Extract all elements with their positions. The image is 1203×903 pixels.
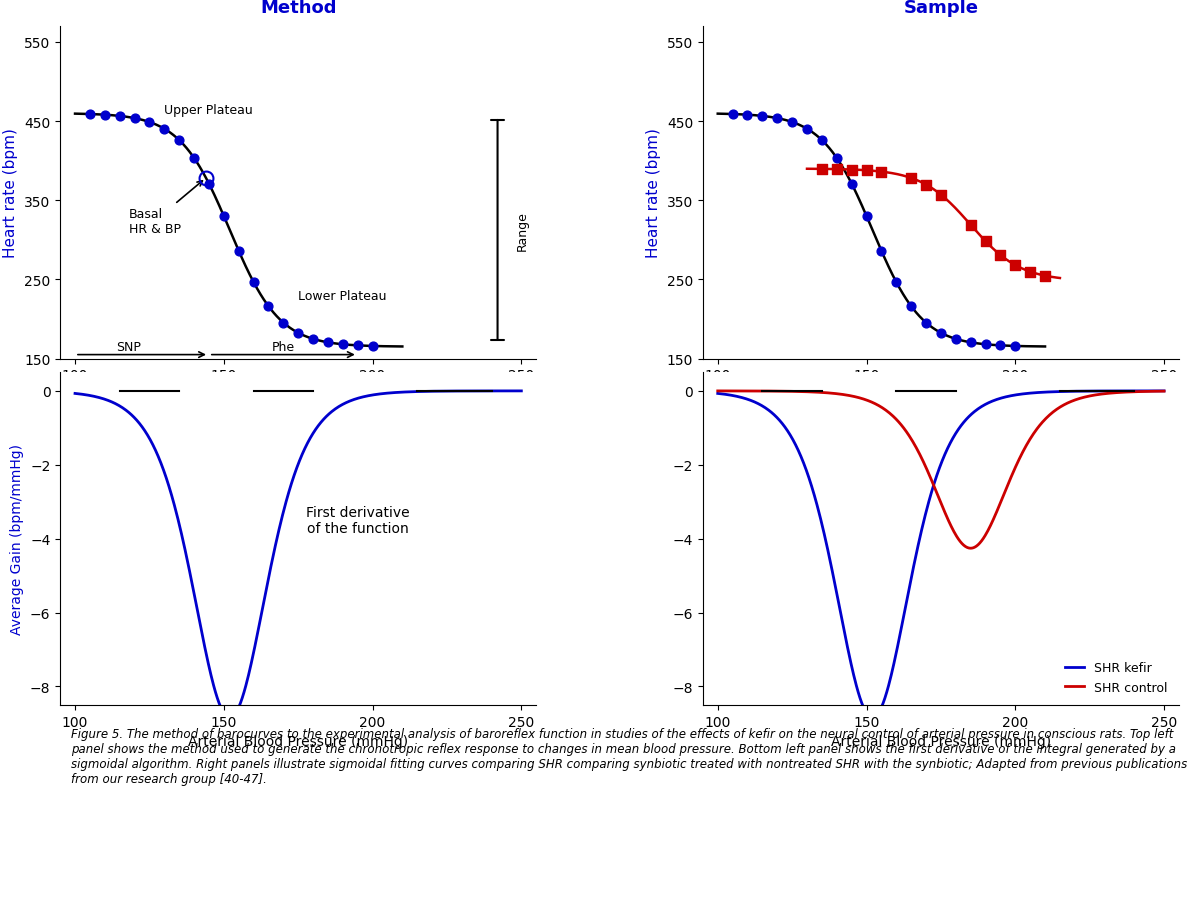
Point: [244, 275, 263, 290]
Point: [1006, 258, 1025, 273]
SHR control: [977, 532, 991, 543]
Title: Sample: Sample: [903, 0, 978, 17]
SHR control: [1146, 386, 1161, 397]
Title: Method: Method: [260, 0, 337, 17]
Point: [274, 316, 294, 330]
Point: [976, 338, 995, 352]
Point: [828, 163, 847, 177]
SHR control: [964, 544, 978, 554]
Point: [901, 300, 920, 314]
Point: [140, 116, 159, 130]
SHR kefir: [953, 422, 967, 433]
SHR control: [1077, 392, 1091, 403]
Point: [782, 116, 801, 130]
Point: [857, 209, 876, 224]
SHR kefir: [1146, 386, 1161, 397]
Y-axis label: Heart rate (bpm): Heart rate (bpm): [646, 128, 662, 258]
Point: [812, 134, 831, 148]
Point: [200, 177, 219, 191]
Point: [81, 107, 100, 122]
Point: [155, 123, 174, 137]
Point: [931, 326, 950, 340]
Point: [991, 339, 1011, 353]
Point: [768, 112, 787, 126]
X-axis label: Arterial Blood Pressure (mmHg): Arterial Blood Pressure (mmHg): [831, 734, 1051, 749]
Point: [303, 332, 322, 347]
Point: [857, 163, 876, 178]
Text: SNP: SNP: [117, 340, 141, 354]
Text: First derivative
of the function: First derivative of the function: [306, 506, 409, 535]
SHR kefir: [977, 400, 991, 411]
Text: Lower Plateau: Lower Plateau: [298, 290, 386, 303]
Point: [828, 152, 847, 166]
Point: [229, 244, 248, 258]
Point: [1036, 269, 1055, 284]
SHR kefir: [865, 712, 879, 723]
Point: [1020, 265, 1039, 280]
SHR control: [952, 535, 966, 546]
SHR kefir: [1157, 386, 1172, 397]
Point: [842, 177, 861, 191]
Text: Figure 5. The method of barocurves to the experimental analysis of baroreflex fu: Figure 5. The method of barocurves to th…: [71, 727, 1187, 785]
X-axis label: Arterial Blood Pressure (mmHg): Arterial Blood Pressure (mmHg): [188, 734, 408, 749]
Point: [737, 108, 757, 123]
Point: [109, 109, 129, 124]
Point: [1006, 340, 1025, 354]
Point: [901, 172, 920, 186]
Point: [289, 326, 308, 340]
SHR control: [925, 478, 940, 489]
Text: Phe: Phe: [272, 340, 295, 354]
Point: [872, 244, 891, 258]
Point: [961, 336, 980, 350]
Point: [887, 275, 906, 290]
Point: [170, 134, 189, 148]
Point: [95, 108, 114, 123]
SHR control: [711, 386, 725, 397]
Y-axis label: Average Gain (bpm/mmHg): Average Gain (bpm/mmHg): [11, 443, 24, 635]
Point: [917, 178, 936, 192]
SHR kefir: [924, 490, 938, 501]
Point: [259, 300, 278, 314]
SHR kefir: [926, 481, 941, 492]
Point: [184, 152, 203, 166]
Line: SHR control: SHR control: [718, 392, 1165, 549]
Point: [753, 109, 772, 124]
Point: [872, 165, 891, 180]
Point: [917, 316, 936, 330]
Point: [214, 209, 233, 224]
Point: [812, 163, 831, 177]
Point: [946, 332, 965, 347]
Point: [319, 336, 338, 350]
Y-axis label: Heart rate (bpm): Heart rate (bpm): [4, 128, 18, 258]
Text: Upper Plateau: Upper Plateau: [165, 104, 253, 117]
Point: [931, 188, 950, 202]
Point: [976, 235, 995, 249]
Point: [991, 248, 1011, 263]
Point: [723, 107, 742, 122]
Point: [125, 112, 144, 126]
Text: Range: Range: [515, 210, 528, 251]
SHR kefir: [711, 388, 725, 399]
Point: [798, 123, 817, 137]
Line: SHR kefir: SHR kefir: [718, 392, 1165, 718]
SHR kefir: [1077, 386, 1091, 397]
Point: [348, 339, 367, 353]
SHR control: [923, 471, 937, 482]
Point: [842, 163, 861, 178]
Point: [961, 219, 980, 233]
SHR control: [1157, 386, 1172, 397]
Point: [333, 338, 352, 352]
Point: [363, 340, 383, 354]
Legend: SHR kefir, SHR control: SHR kefir, SHR control: [1060, 656, 1173, 699]
Text: Basal
HR & BP: Basal HR & BP: [129, 182, 202, 236]
